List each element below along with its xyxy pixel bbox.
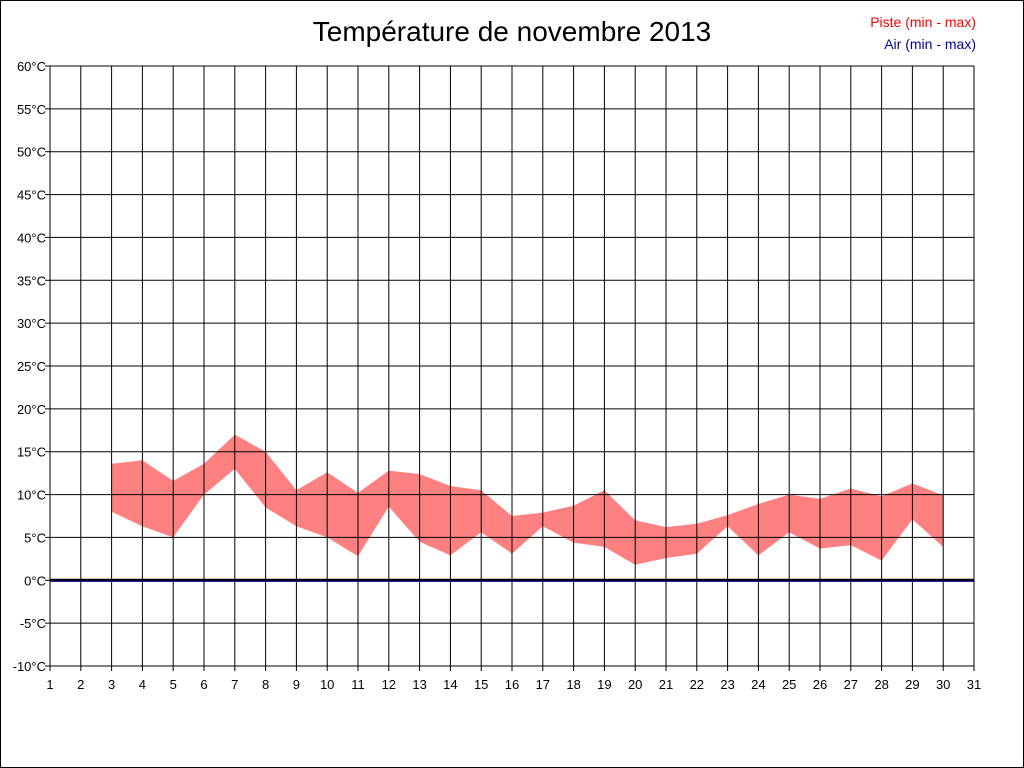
y-tick-label: 55°C [17,102,46,117]
x-tick-label: 30 [936,677,950,692]
x-tick-label: 18 [566,677,580,692]
x-tick-label: 26 [813,677,827,692]
x-tick-label: 11 [351,677,365,692]
x-tick-label: 9 [293,677,300,692]
x-tick-label: 7 [231,677,238,692]
x-tick-label: 10 [320,677,334,692]
y-tick-label: 5°C [24,530,46,545]
y-tick-label: -5°C [20,616,46,631]
x-tick-label: 4 [139,677,146,692]
x-tick-label: 19 [597,677,611,692]
y-tick-label: 10°C [17,488,46,503]
x-tick-label: 25 [782,677,796,692]
x-tick-label: 27 [844,677,858,692]
x-tick-label: 23 [720,677,734,692]
x-tick-label: 17 [536,677,550,692]
y-tick-label: 60°C [17,59,46,74]
x-tick-label: 2 [77,677,84,692]
x-tick-label: 22 [690,677,704,692]
x-tick-label: 16 [505,677,519,692]
x-tick-label: 29 [905,677,919,692]
x-tick-label: 6 [200,677,207,692]
chart-title: Température de novembre 2013 [312,16,712,47]
legend-item-air: Air (min - max) [884,36,976,52]
x-tick-label: 31 [967,677,981,692]
x-tick-label: 24 [751,677,765,692]
x-tick-label: 14 [443,677,457,692]
x-tick-label: 28 [874,677,888,692]
x-tick-label: 20 [628,677,642,692]
series-band-0 [111,434,944,565]
x-tick-label: 1 [46,677,53,692]
x-tick-label: 13 [412,677,426,692]
y-tick-label: 30°C [17,316,46,331]
legend-item-piste: Piste (min - max) [870,14,976,30]
y-tick-label: 45°C [17,188,46,203]
x-tick-label: 5 [170,677,177,692]
y-tick-label: 0°C [24,573,46,588]
x-tick-label: 21 [659,677,673,692]
x-tick-label: 8 [262,677,269,692]
y-tick-label: 40°C [17,230,46,245]
x-tick-label: 15 [474,677,488,692]
y-tick-label: 25°C [17,359,46,374]
x-tick-label: 12 [382,677,396,692]
y-tick-label: -10°C [13,659,46,674]
y-tick-label: 35°C [17,273,46,288]
y-tick-label: 15°C [17,445,46,460]
x-tick-label: 3 [108,677,115,692]
y-tick-label: 20°C [17,402,46,417]
y-tick-label: 50°C [17,145,46,160]
